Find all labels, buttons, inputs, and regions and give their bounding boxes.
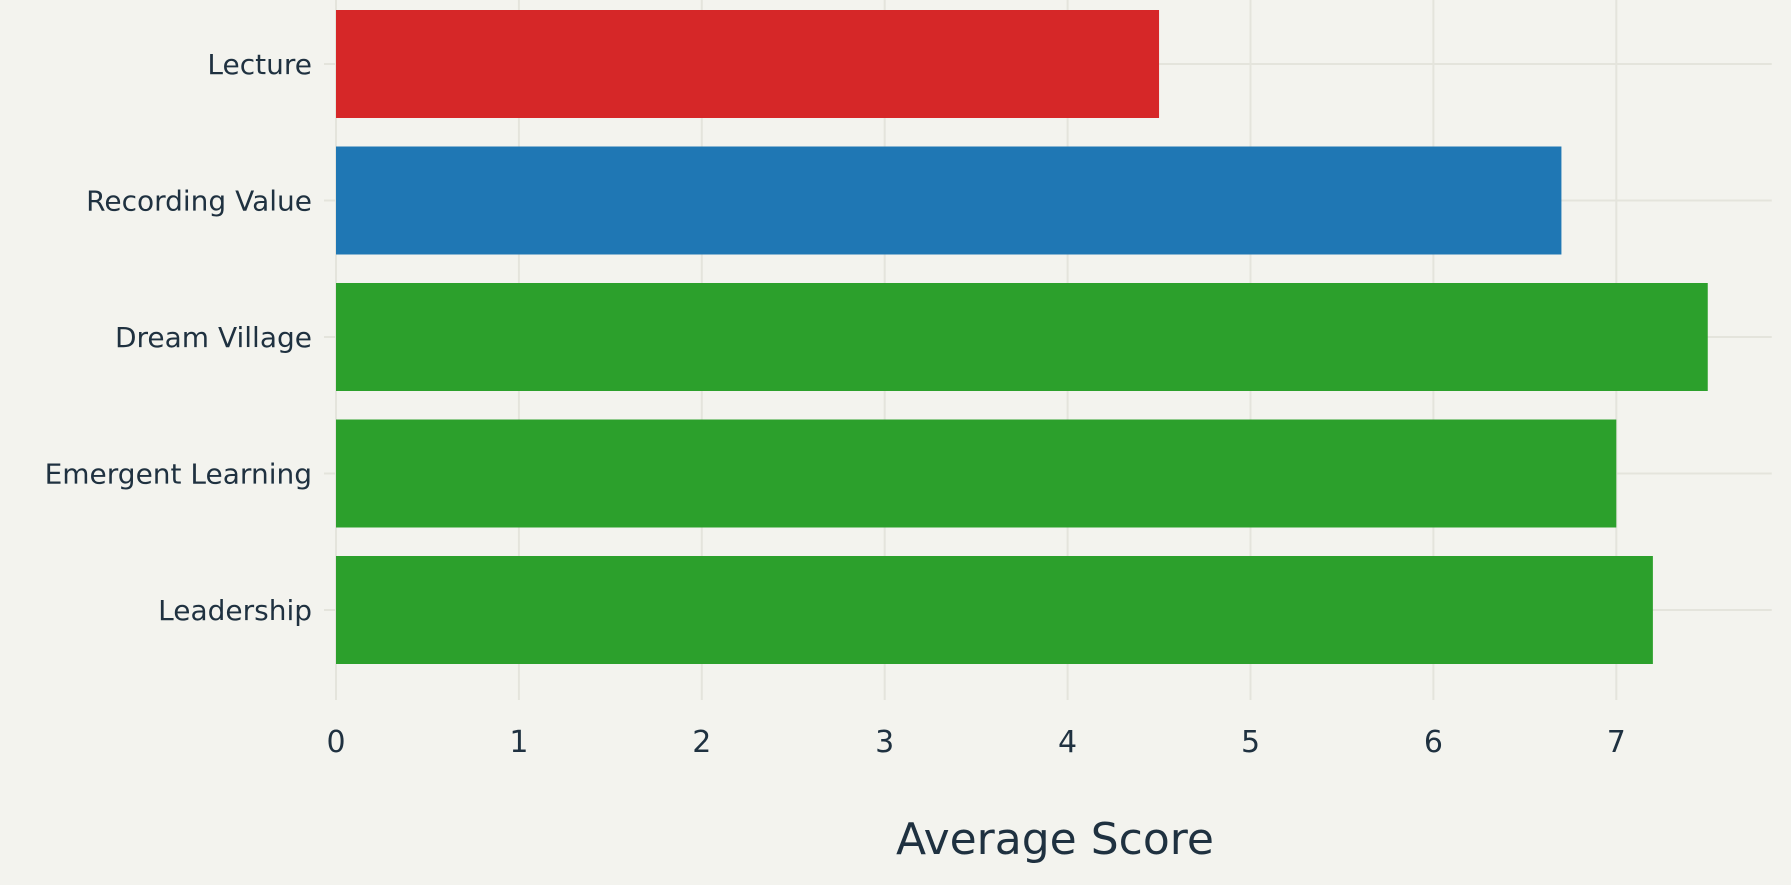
x-tick-label-3: 3 — [875, 725, 894, 760]
x-tick-label-1: 1 — [509, 725, 528, 760]
x-tick-labels: 0 1 2 3 4 5 6 7 — [326, 725, 1625, 760]
x-axis-title: Average Score — [896, 814, 1214, 865]
x-tick-label-4: 4 — [1058, 725, 1077, 760]
bar-leadership — [336, 556, 1653, 664]
category-label-lecture: Lecture — [207, 48, 312, 81]
x-tick-label-5: 5 — [1241, 725, 1260, 760]
x-tick-label-0: 0 — [326, 725, 345, 760]
bar-dream-village — [336, 283, 1708, 391]
bar-emergent-learning — [336, 419, 1617, 528]
x-tick-label-2: 2 — [692, 725, 711, 760]
x-tick-label-6: 6 — [1424, 725, 1443, 760]
category-label-leadership: Leadership — [158, 594, 312, 627]
category-label-emergent-learning: Emergent Learning — [45, 458, 312, 491]
x-tick-label-7: 7 — [1607, 725, 1626, 760]
category-labels: Lecture Recording Value Dream Village Emerg… — [45, 48, 312, 627]
bar-lecture — [336, 10, 1160, 118]
bars — [336, 10, 1708, 664]
bar-recording-value — [336, 146, 1562, 255]
category-label-recording-value: Recording Value — [86, 185, 312, 218]
category-label-dream-village: Dream Village — [115, 321, 312, 354]
